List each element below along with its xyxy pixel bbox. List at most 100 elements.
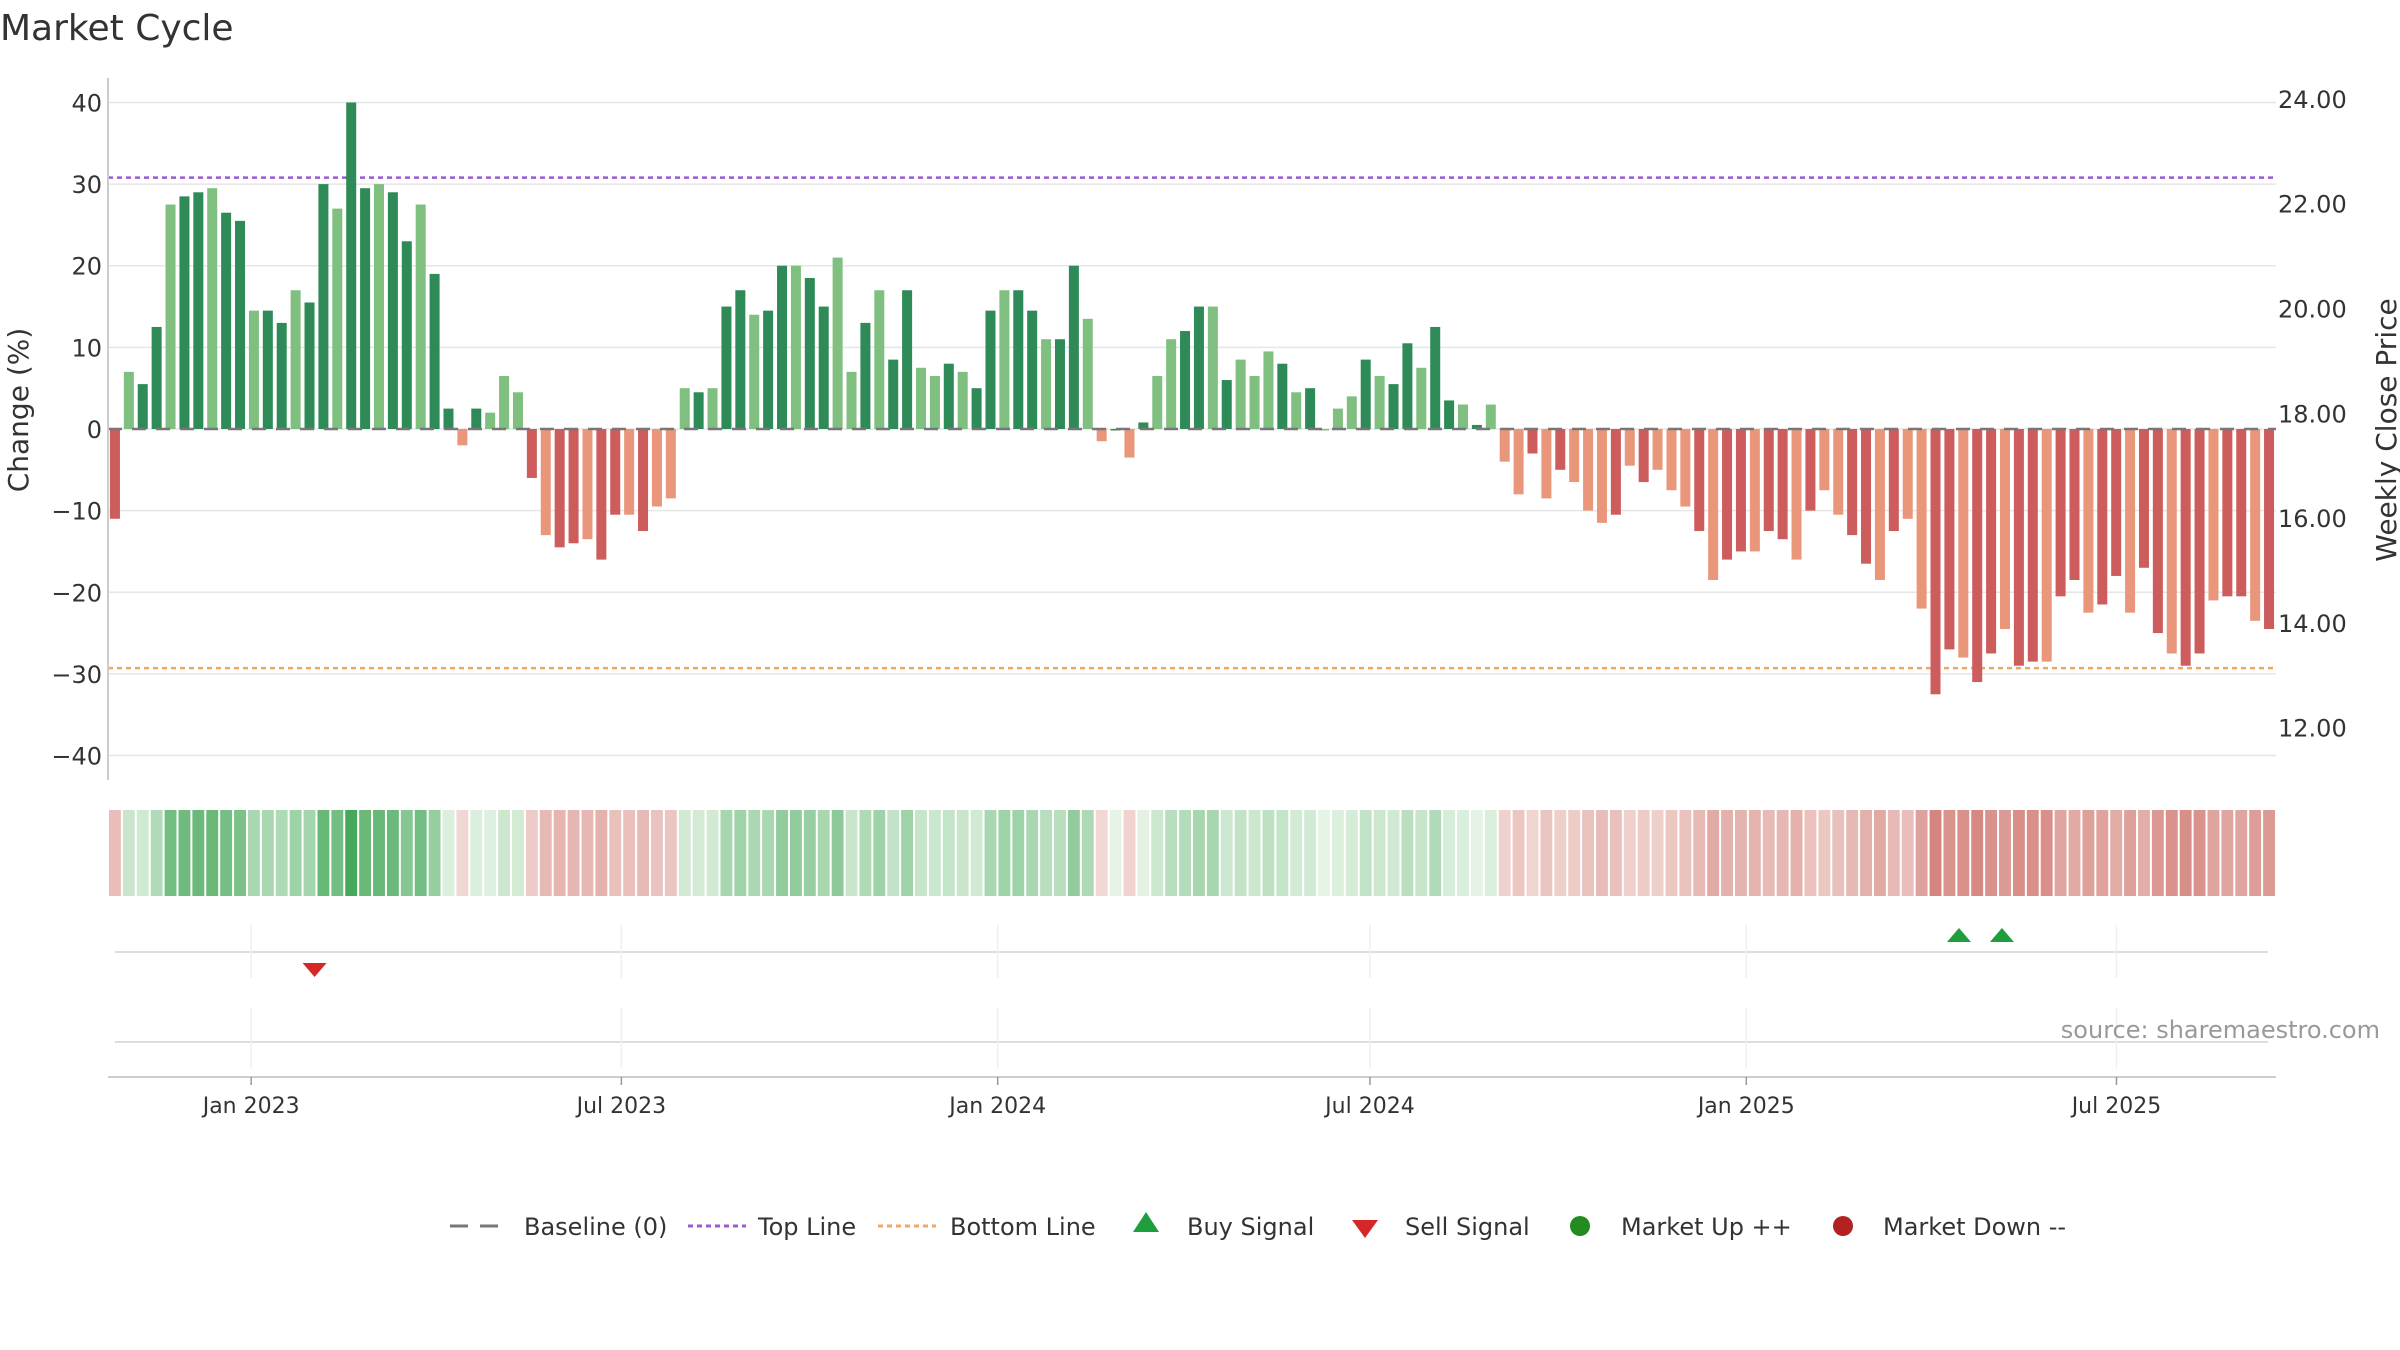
y2-axis-label: Weekly Close Price [2370, 298, 2400, 561]
x-tick-label: Jan 2024 [947, 1094, 1046, 1119]
strip-cell [247, 810, 260, 896]
bar [193, 192, 204, 429]
legend-label: Bottom Line [950, 1213, 1096, 1241]
strip-cell [609, 810, 622, 896]
strip-cell [206, 810, 219, 896]
strip-cell [456, 810, 469, 896]
bar [2166, 429, 2177, 654]
x-tick-label: Jul 2024 [1323, 1094, 1415, 1119]
strip-cell [2207, 810, 2220, 896]
strip-cell [1220, 810, 1233, 896]
bar [499, 375, 510, 429]
bars [108, 102, 2276, 695]
bar [109, 429, 120, 519]
bar [401, 241, 412, 429]
strip-cell [1067, 810, 1080, 896]
strip-cell [178, 810, 191, 896]
bar [1555, 429, 1566, 470]
strip-cell [400, 810, 413, 896]
strip-cell [553, 810, 566, 896]
bar [763, 310, 774, 429]
bar [1986, 429, 1997, 654]
strip-cell [2026, 810, 2039, 896]
bar [471, 408, 482, 429]
bar [2208, 429, 2219, 601]
legend-item-down: Market Down -- [1833, 1213, 2066, 1241]
bar [902, 290, 913, 429]
strip-cell [2068, 810, 2081, 896]
strip-cell [512, 810, 524, 896]
bar [638, 429, 649, 532]
bar [971, 388, 982, 429]
strip-cell [136, 810, 149, 896]
legend-label: Baseline (0) [524, 1213, 667, 1241]
strip-cell [331, 810, 344, 896]
bar [2152, 429, 2163, 634]
legend-item-up: Market Up ++ [1570, 1213, 1792, 1241]
strip-cell [1415, 810, 1428, 896]
bar [1110, 429, 1121, 431]
strip-cell [1359, 810, 1372, 896]
bar [1805, 429, 1816, 511]
strip-cell [1943, 810, 1956, 896]
x-tick-label: Jan 2025 [1696, 1094, 1795, 1119]
strip-cell [1596, 810, 1608, 896]
bar [1430, 326, 1441, 429]
strip-cell [1109, 810, 1122, 896]
strip-cell [1054, 810, 1066, 896]
y-tick-label: −30 [51, 661, 102, 689]
bar [1180, 331, 1191, 429]
y-tick-label: 0 [87, 416, 102, 444]
bar [1666, 429, 1677, 491]
strip-cell [1165, 810, 1178, 896]
legend-swatch [1570, 1216, 1590, 1236]
strip-cell [359, 810, 372, 896]
bar [415, 204, 426, 429]
strip-cell [2165, 810, 2178, 896]
strip-cell [164, 810, 177, 896]
strip-cell [289, 810, 302, 896]
bar [346, 102, 357, 429]
strip-cell [1012, 810, 1025, 896]
strip-cell [1373, 810, 1386, 896]
bar [999, 290, 1010, 429]
strip-cell [1790, 810, 1803, 896]
strip-cell [1304, 810, 1317, 896]
strip-cell [1498, 810, 1511, 896]
strip-cell [1623, 810, 1636, 896]
bar [985, 310, 996, 429]
bar [2222, 429, 2233, 597]
strip-cell [1832, 810, 1845, 896]
bar [360, 188, 371, 429]
bar [1847, 429, 1858, 536]
legend: Baseline (0) Top Line Bottom Line Buy Signa… [450, 1212, 2066, 1241]
bar [1082, 318, 1093, 429]
bar [2111, 429, 2122, 576]
bar [832, 257, 843, 429]
bar [2194, 429, 2205, 654]
bar [221, 212, 232, 429]
bar [1874, 429, 1885, 581]
bar [1360, 359, 1371, 429]
bar [2250, 429, 2261, 621]
bar [2138, 429, 2149, 568]
strip-cell [2179, 810, 2192, 896]
bar [1319, 429, 1330, 431]
legend-item-top: Top Line [688, 1213, 856, 1241]
strip-cell [1971, 810, 1984, 896]
strip-cell [1540, 810, 1553, 896]
strip-cell [942, 810, 955, 896]
bar [1027, 310, 1038, 429]
strip-cell [2124, 810, 2137, 896]
bar [1749, 429, 1760, 552]
strip-cell [1679, 810, 1692, 896]
bar [1054, 339, 1065, 429]
bar [1638, 429, 1649, 483]
strip-cell [1748, 810, 1761, 896]
strip-cell [386, 810, 399, 896]
legend-label: Sell Signal [1405, 1213, 1530, 1241]
strip-cell [1206, 810, 1219, 896]
strip-cell [1915, 810, 1928, 896]
strip-cell [1887, 810, 1900, 896]
strip-cell [887, 810, 900, 896]
